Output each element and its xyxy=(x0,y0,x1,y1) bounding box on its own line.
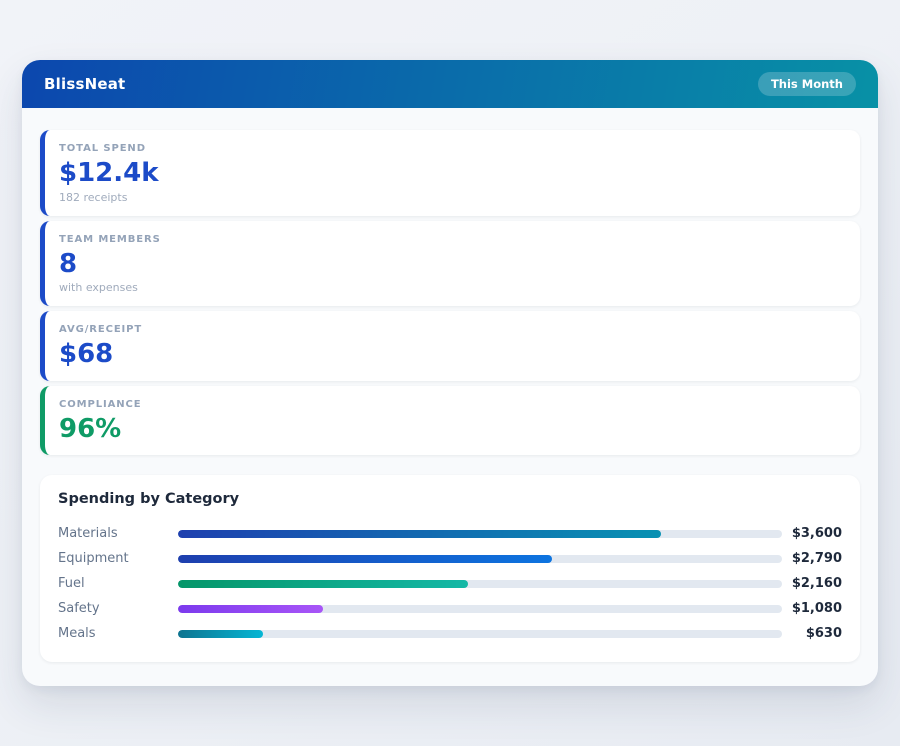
bar-track xyxy=(178,629,782,638)
category-label: Materials xyxy=(58,526,118,542)
period-badge[interactable]: This Month xyxy=(757,72,856,96)
category-value: $2,790 xyxy=(791,551,842,567)
category-row-materials: Materials $3,600 xyxy=(58,521,842,546)
bar-fill xyxy=(178,604,323,613)
category-label: Safety xyxy=(58,601,100,617)
category-label: Meals xyxy=(58,626,96,642)
category-value: $2,160 xyxy=(791,576,842,592)
dashboard-card: BlissNeat This Month TOTAL SPEND $12.4k … xyxy=(22,60,878,686)
stat-card-total-spend: TOTAL SPEND $12.4k 182 receipts xyxy=(40,130,860,216)
bar-fill xyxy=(178,529,662,538)
dashboard-content: TOTAL SPEND $12.4k 182 receipts TEAM MEM… xyxy=(22,108,878,663)
category-value: $630 xyxy=(805,626,842,642)
bar-fill xyxy=(178,579,468,588)
spending-by-category-card: Spending by Category Materials $3,600 Eq… xyxy=(40,475,860,663)
category-value: $3,600 xyxy=(791,526,842,542)
stats-list: TOTAL SPEND $12.4k 182 receipts TEAM MEM… xyxy=(40,130,860,456)
category-label: Equipment xyxy=(58,551,129,567)
stat-label: TEAM MEMBERS xyxy=(59,233,161,245)
bar-fill xyxy=(178,554,553,563)
stat-value: $12.4k xyxy=(59,158,159,188)
stat-value: 96% xyxy=(59,413,122,444)
section-title: Spending by Category xyxy=(58,491,240,508)
bar-track xyxy=(178,554,782,563)
app-header: BlissNeat This Month xyxy=(22,60,878,108)
category-label: Fuel xyxy=(58,576,85,592)
stat-value: 8 xyxy=(59,248,78,279)
bar-track xyxy=(178,579,782,588)
bar-track xyxy=(178,604,782,613)
app-title: BlissNeat xyxy=(44,75,126,93)
stat-label: AVG/RECEIPT xyxy=(59,324,143,336)
stat-card-compliance: COMPLIANCE 96% xyxy=(40,385,860,456)
stat-subtitle: 182 receipts xyxy=(59,190,128,204)
bar-fill xyxy=(178,629,263,638)
stat-label: TOTAL SPEND xyxy=(59,143,146,154)
category-row-meals: Meals $630 xyxy=(58,621,842,646)
bar-track xyxy=(178,529,782,538)
category-row-equipment: Equipment $2,790 xyxy=(58,546,842,571)
stat-label: COMPLIANCE xyxy=(59,398,142,410)
stat-value: $68 xyxy=(59,339,114,370)
category-row-fuel: Fuel $2,160 xyxy=(58,571,842,596)
stat-card-team-members: TEAM MEMBERS 8 with expenses xyxy=(40,220,860,307)
category-value: $1,080 xyxy=(791,601,842,617)
stat-card-avg-receipt: AVG/RECEIPT $68 xyxy=(40,311,860,381)
category-row-safety: Safety $1,080 xyxy=(58,596,842,621)
stat-subtitle: with expenses xyxy=(59,281,138,295)
